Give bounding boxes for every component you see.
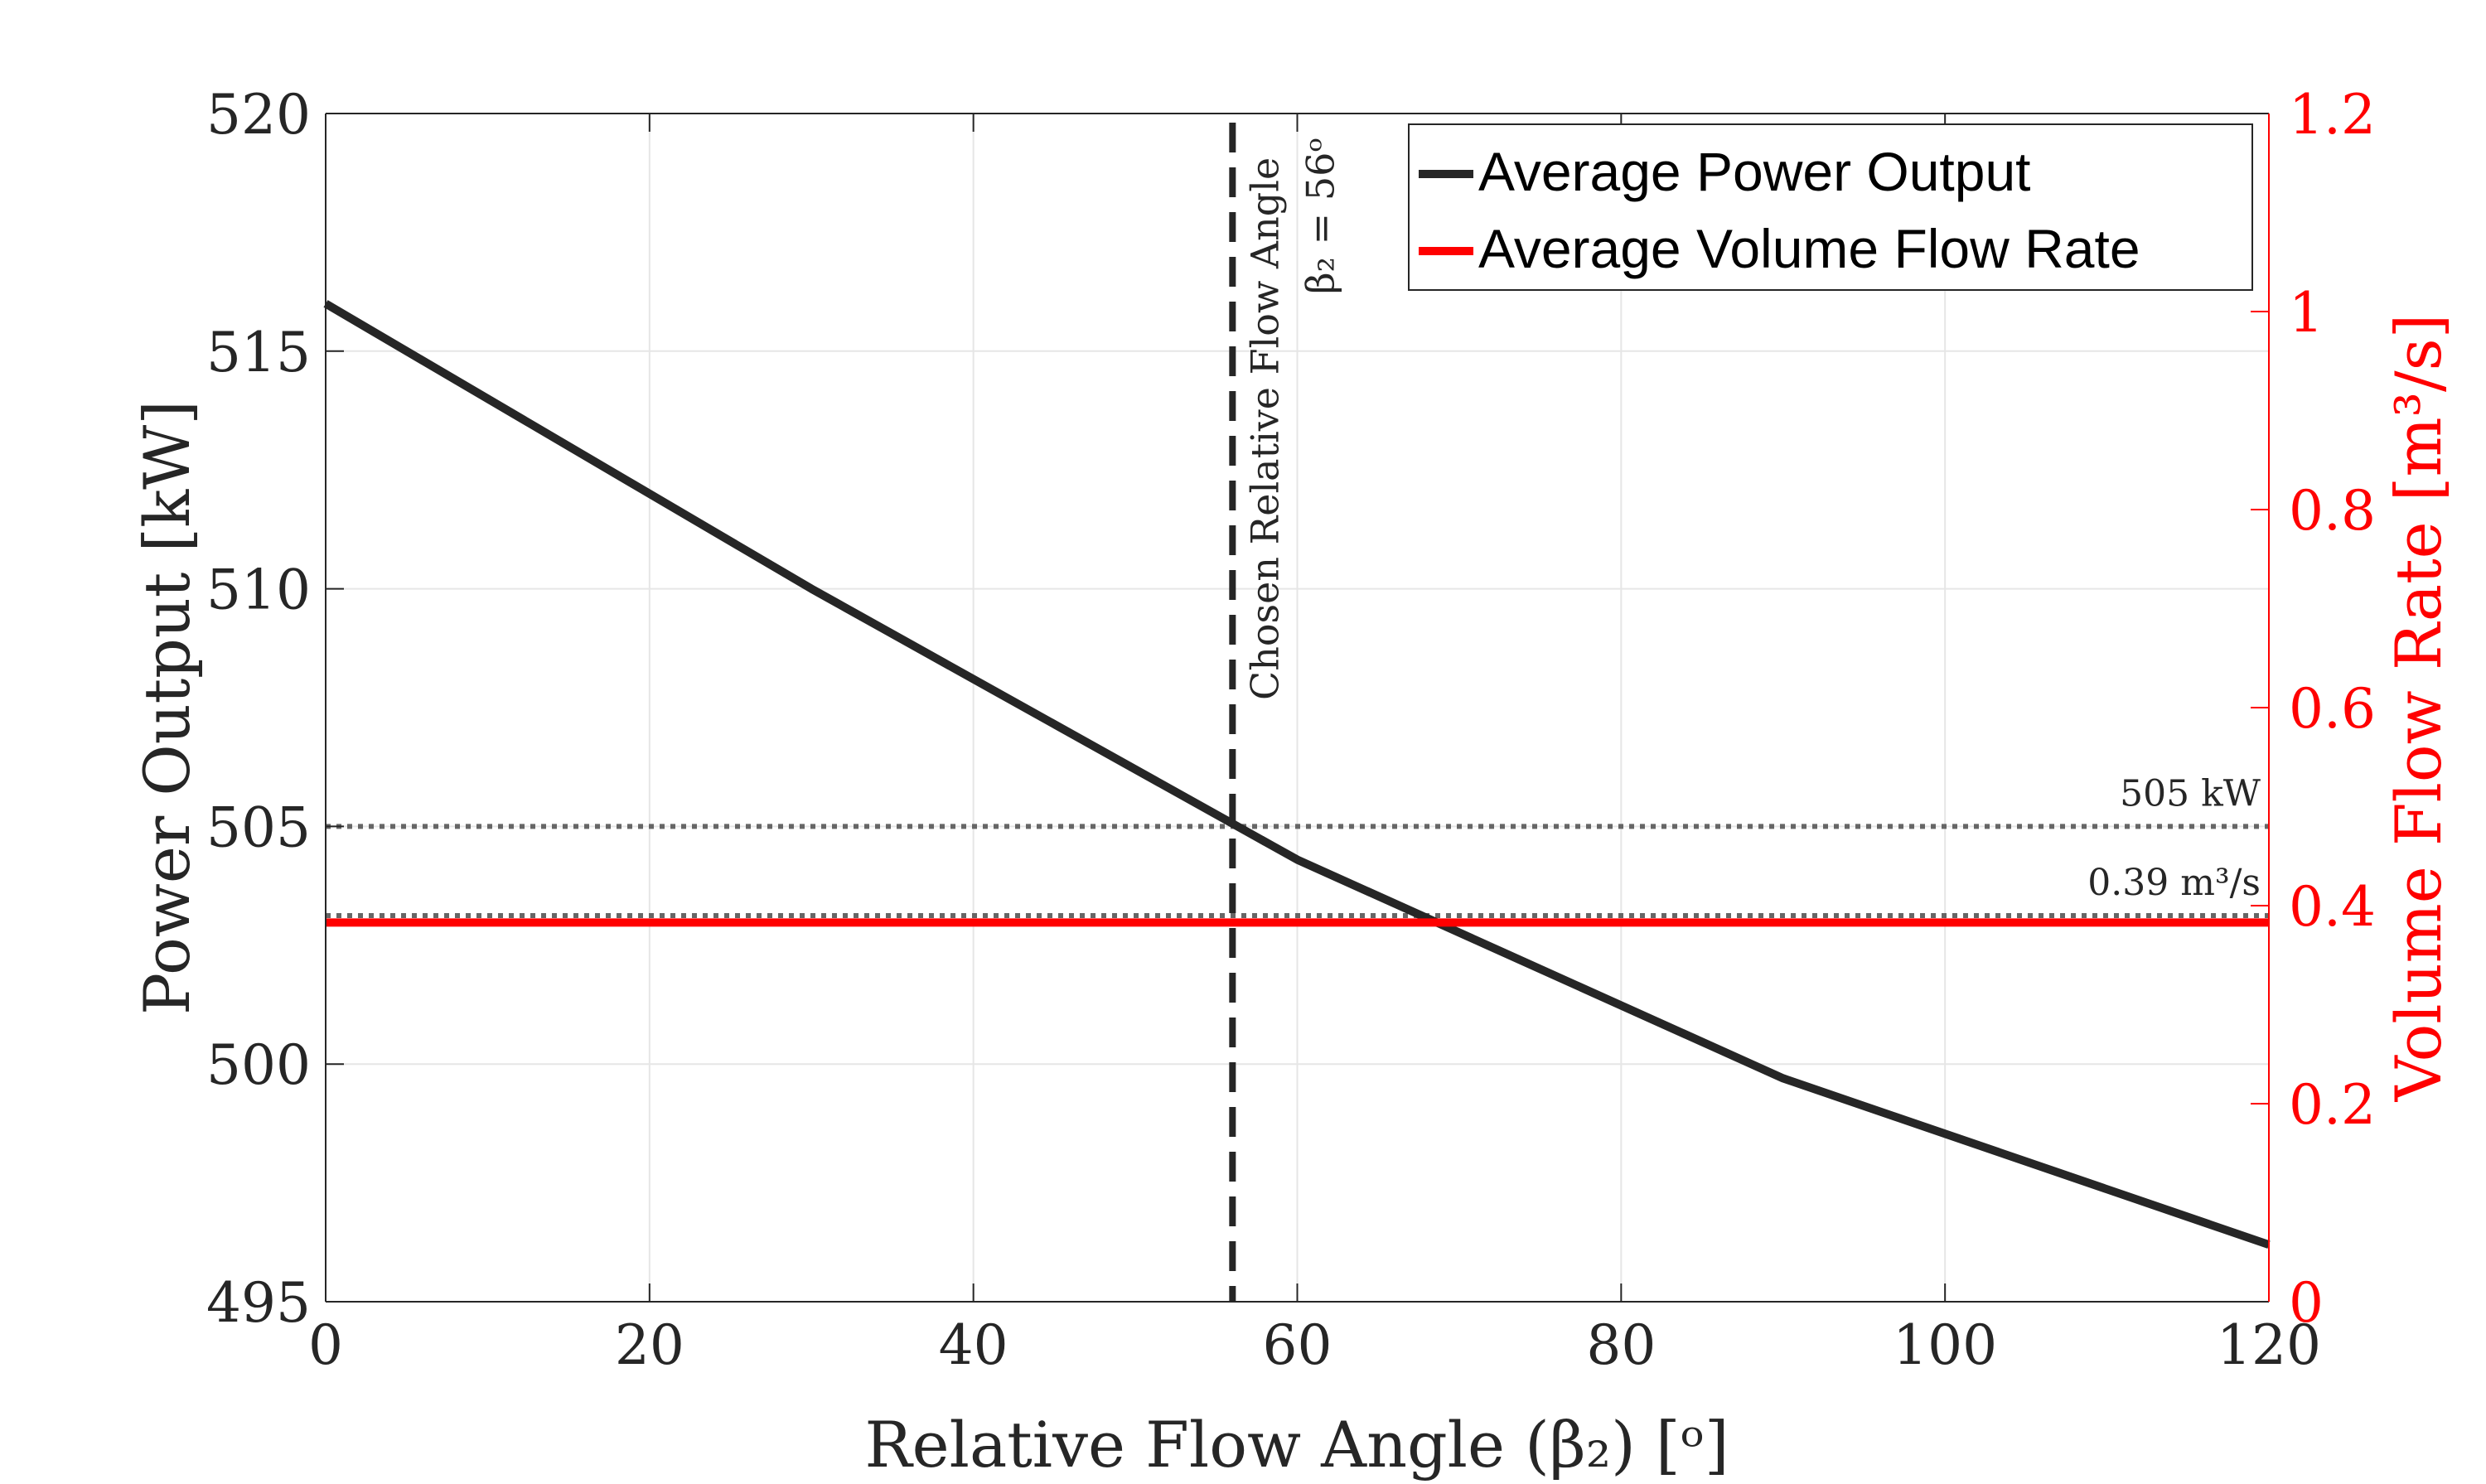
vline-sublabel: β₂ = 56ᵒ [1298,138,1342,294]
x-tick-label: 0 [308,1313,343,1377]
y-right-tick-label: 0.8 [2289,479,2376,543]
y-left-tick-label: 505 [206,795,311,859]
y-axis-right-label: Volume Flow Rate [m³/s] [2382,314,2455,1103]
x-tick-label: 100 [1893,1313,1997,1377]
y-right-tick-label: 1 [2289,281,2324,345]
legend-label-flow: Average Volume Flow Rate [1478,218,2140,279]
y-right-tick-label: 0.4 [2289,875,2376,939]
y-right-tick-label: 0 [2289,1271,2324,1335]
y-left-tick-label: 515 [206,321,311,384]
series-lines [323,300,2271,1249]
x-axis-label: Relative Flow Angle (β₂) [ᵒ] [864,1408,1729,1482]
y-left-tick-label: 520 [206,83,311,147]
legend-box [1408,123,2253,291]
series-line-power [323,300,2271,1249]
tick-labels: 0 20 40 60 80 100 120 495 500 505 510 515 520 0 0.2 0.4… [206,83,2376,1377]
x-tick-label: 20 [615,1313,684,1377]
y-left-tick-label: 500 [206,1033,311,1097]
legend-label-power: Average Power Output [1478,141,2031,202]
y-left-tick-label: 510 [206,558,311,622]
vline-label: Chosen Relative Flow Angle [1242,157,1287,700]
y-axis-left-label: Power Output [kW] [130,400,204,1015]
legend: Average Power Output Average Volume Flow… [1408,123,2253,291]
reference-lines [326,824,2269,918]
hline-flow-label: 0.39 m³/s [2087,862,2261,904]
y-right-tick-label: 0.6 [2289,677,2376,741]
x-tick-label: 60 [1263,1313,1332,1377]
x-tick-label: 120 [2217,1313,2321,1377]
y-left-tick-label: 495 [206,1271,311,1335]
y-right-tick-label: 0.2 [2289,1073,2376,1137]
y-right-tick-label: 1.2 [2289,83,2376,147]
axes [325,113,2270,1303]
hline-power-label: 505 kW [2120,772,2261,815]
x-tick-label: 40 [939,1313,1008,1377]
x-tick-label: 80 [1586,1313,1656,1377]
